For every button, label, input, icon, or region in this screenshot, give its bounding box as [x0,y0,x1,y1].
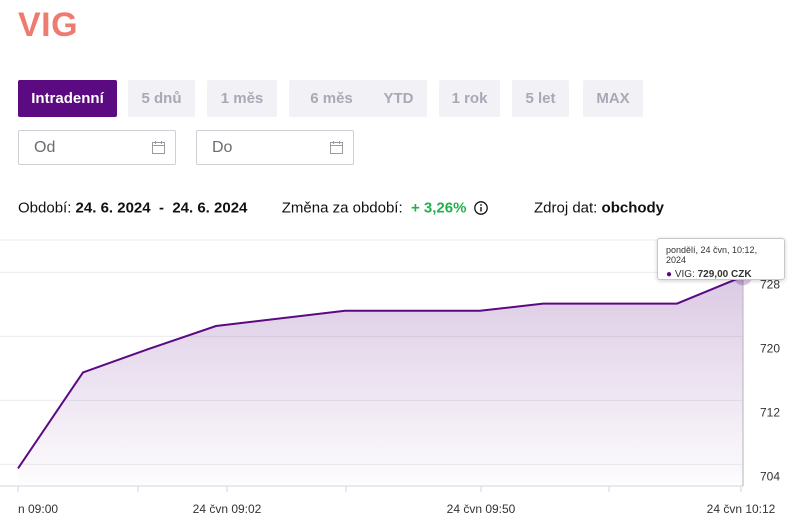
period-intraday-button[interactable]: Intradenní [18,80,117,117]
x-tick-label: 24 čvn 10:12 [707,502,776,516]
tooltip-series-label: VIG: [674,269,695,280]
period-info-row: Období: 24. 6. 2024 - 24. 6. 2024 Změna … [18,199,664,217]
period-max-button[interactable]: MAX [583,80,643,117]
date-from-input[interactable]: Od [18,130,176,165]
date-to-placeholder: Do [212,139,233,156]
y-tick-label: 728 [760,277,780,291]
x-tick-label: 24 čvn 09:50 [447,502,516,516]
change-value: + 3,26% [411,199,467,217]
price-chart[interactable]: 704 712 720 728 n 09:00 24 čvn 09:02 24 čvn 0… [0,228,797,530]
tooltip-value: 729,00 CZK [697,269,752,280]
period-to-value: 24. 6. 2024 [172,199,248,217]
y-tick-label: 704 [760,469,780,483]
info-icon[interactable] [473,201,488,215]
period-ytd-button[interactable]: YTD [370,80,427,117]
source-value: obchody [601,199,665,217]
x-axis-ticks: n 09:00 24 čvn 09:02 24 čvn 09:50 24 čvn 10… [17,486,776,516]
period-5-days-button[interactable]: 5 dnů [128,80,195,117]
source-label: Zdroj dat: [533,199,598,217]
date-from-placeholder: Od [34,139,56,156]
date-to-input[interactable]: Do [196,130,354,165]
tooltip-date: pondělí, 24 čvn, 10:12, 2024 [666,245,758,265]
change-label: Změna za období: [281,199,403,217]
calendar-icon[interactable] [330,141,343,154]
y-tick-label: 720 [760,341,780,355]
period-1-month-button[interactable]: 1 měs [207,80,277,117]
period-1-year-button[interactable]: 1 rok [439,80,500,117]
period-5-years-button[interactable]: 5 let [512,80,569,117]
calendar-icon[interactable] [152,141,165,154]
tooltip-series-row: ● VIG: 729,00 CZK [666,269,776,280]
y-tick-label: 712 [760,405,780,419]
series-dot-icon: ● [666,269,673,280]
period-label: Období: [18,199,72,217]
chart-tooltip: pondělí, 24 čvn, 10:12, 2024 ● VIG: 729,… [657,238,785,280]
price-area [18,276,743,486]
x-tick-label: n 09:00 [18,502,58,516]
period-from-value: 24. 6. 2024 [75,199,151,217]
page-title: VIG [18,6,79,44]
period-separator: - [158,199,164,217]
period-6-months-button[interactable]: 6 měs [289,80,374,117]
y-axis-ticks: 704 712 720 728 [760,277,780,483]
x-tick-label: 24 čvn 09:02 [193,502,262,516]
price-line [17,275,744,469]
